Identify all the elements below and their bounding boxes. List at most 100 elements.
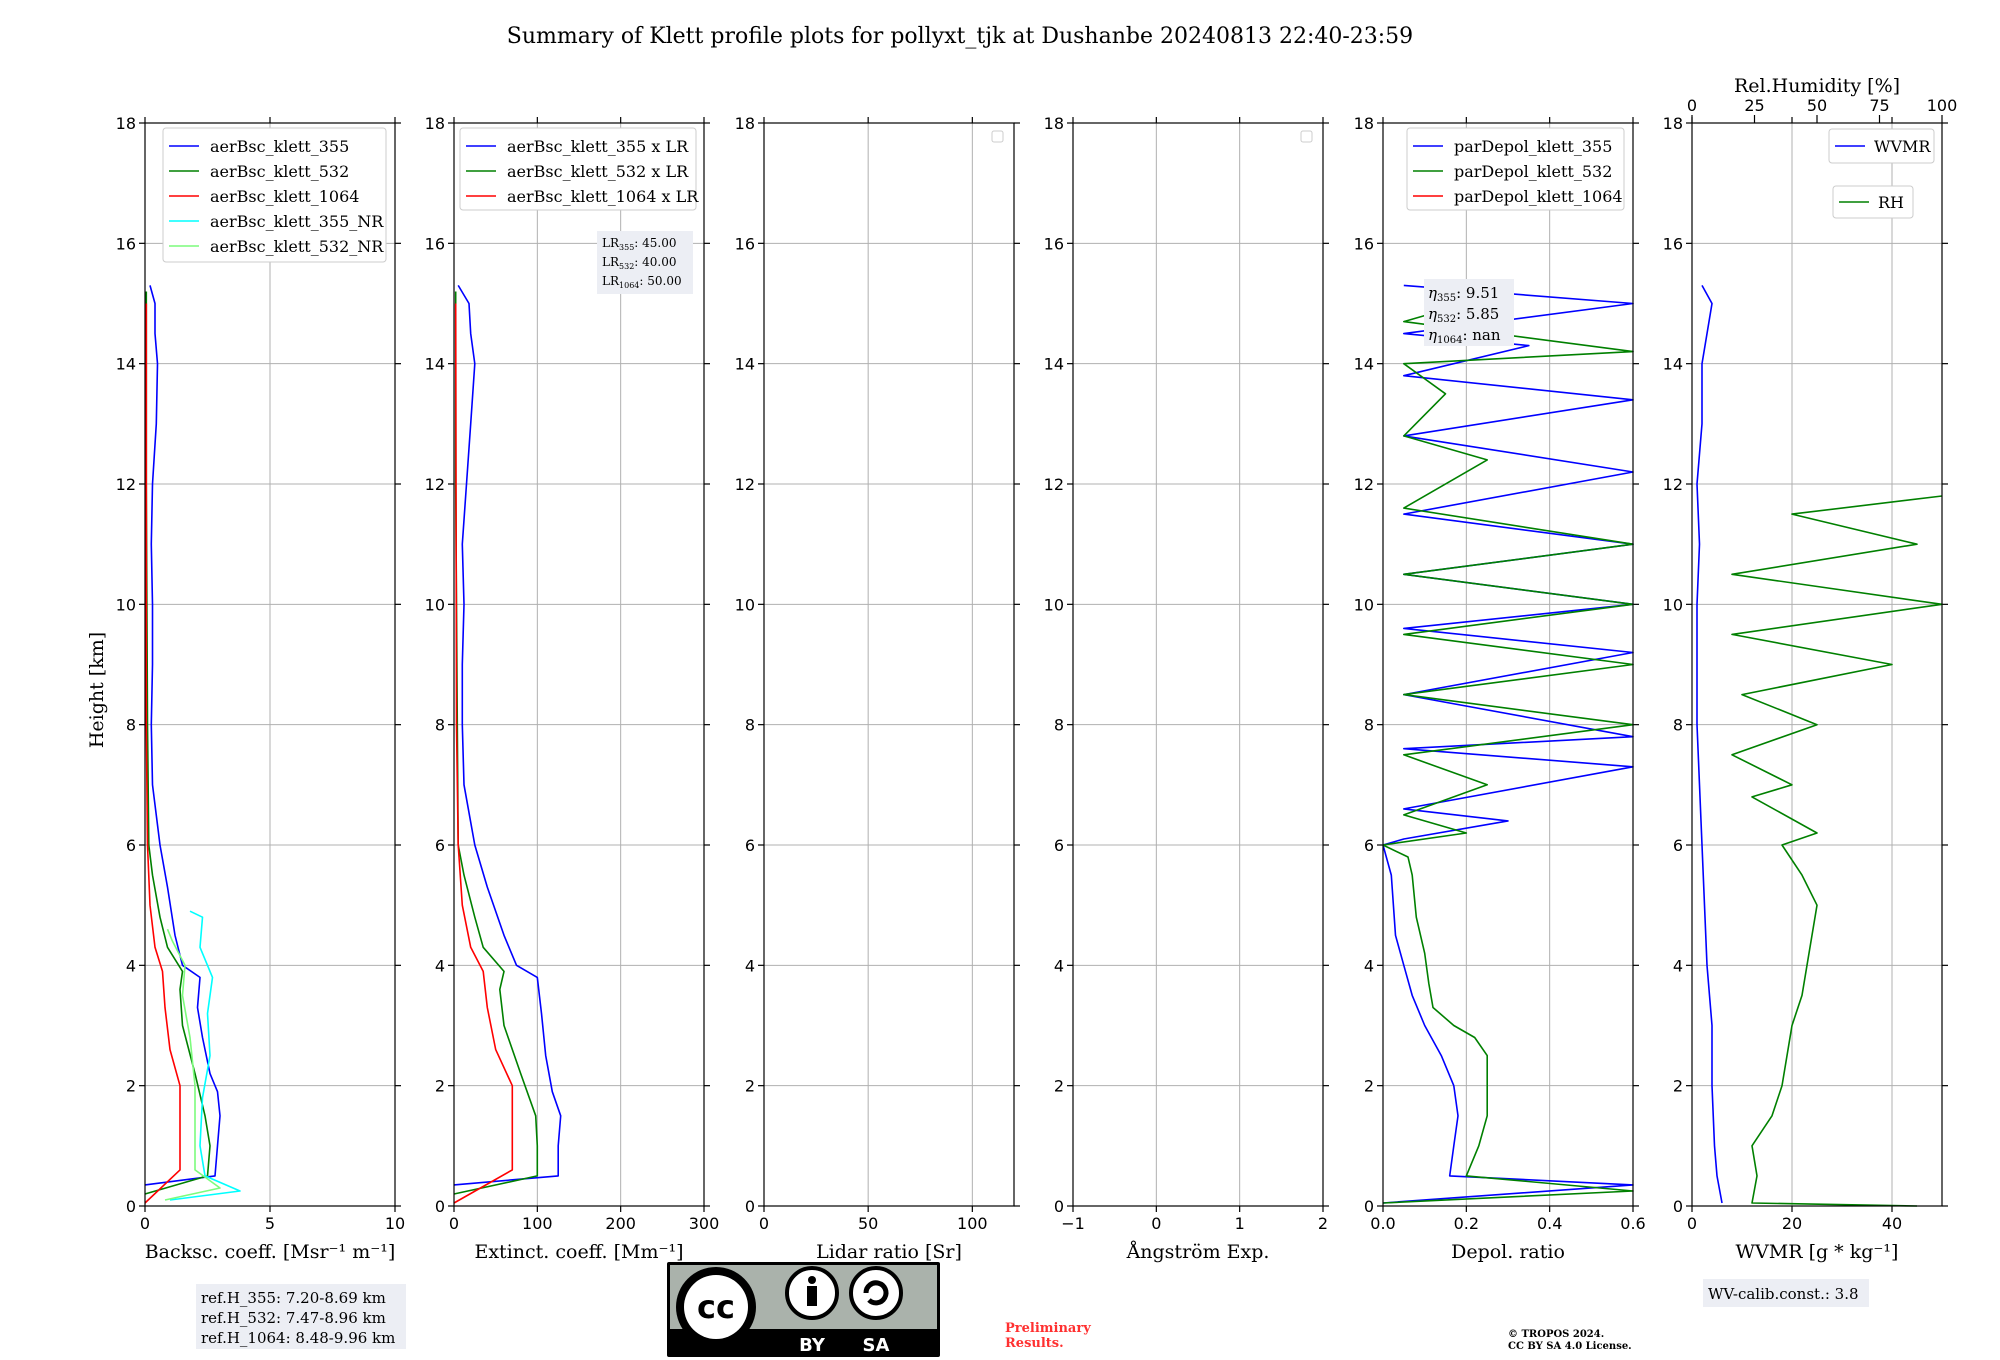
y-tick-label: 10 <box>116 595 136 614</box>
x-tick-label: 100 <box>957 1214 988 1233</box>
x2-tick-label: 50 <box>1807 96 1827 115</box>
empty-legend <box>991 130 1004 143</box>
sa-icon-arc <box>863 1280 889 1306</box>
y-tick-label: 16 <box>1663 234 1683 253</box>
y-tick-label: 10 <box>735 595 755 614</box>
legend-label: aerBsc_klett_355_NR <box>210 212 384 231</box>
legend-label: parDepol_klett_355 <box>1454 137 1612 156</box>
y-tick-label: 2 <box>745 1077 755 1096</box>
legend-label: aerBsc_klett_532 x LR <box>507 162 689 181</box>
sa-icon <box>849 1266 903 1320</box>
y-tick-label: 12 <box>1044 475 1064 494</box>
y-tick-label: 14 <box>425 355 445 374</box>
y-tick-label: 10 <box>1663 595 1683 614</box>
y-tick-label: 16 <box>116 234 136 253</box>
y-tick-label: 10 <box>1354 595 1374 614</box>
series-line-pardepol-klett-532 <box>1382 290 1634 1204</box>
panel-lidar-ratio: 0 2 4 6 8 10 12 14 16 18 0 50 100 Lidar ratio [Sr] <box>735 114 1020 1263</box>
legend-label: aerBsc_klett_355 <box>210 137 349 156</box>
figure-title: Summary of Klett profile plots for polly… <box>507 24 1413 49</box>
x-tick-label: 0.0 <box>1370 1214 1395 1233</box>
x2-tick-label: 25 <box>1744 96 1764 115</box>
y-tick-label: 6 <box>745 836 755 855</box>
y-tick-label: 6 <box>126 836 136 855</box>
y-tick-label: 4 <box>1364 956 1374 975</box>
series-line-wvmr <box>1696 285 1723 1204</box>
y-tick-label: 12 <box>735 475 755 494</box>
y-tick-label: 18 <box>1354 114 1374 133</box>
y-tick-label: 10 <box>1044 595 1064 614</box>
eta-1064-text: η1064: nan <box>1428 326 1501 346</box>
y-tick-label: 4 <box>1673 956 1683 975</box>
x-axis-label: Extinct. coeff. [Mm⁻¹] <box>474 1241 683 1263</box>
legend-extinction: aerBsc_klett_355 x LR aerBsc_klett_532 x … <box>459 127 699 211</box>
y-axis-label: Height [km] <box>86 632 108 748</box>
legend-label: aerBsc_klett_1064 x LR <box>507 187 699 206</box>
panel-extinction: 0 2 4 6 8 10 12 14 16 18 0 100 200 300 Extinct. coeff.… <box>425 114 720 1263</box>
legend-label: parDepol_klett_1064 <box>1454 187 1623 206</box>
tropos-line1: © TROPOS 2024. <box>1508 1329 1604 1340</box>
y-tick-label: 8 <box>1673 716 1683 735</box>
y-tick-label: 14 <box>735 355 755 374</box>
x2-tick-label: 75 <box>1869 96 1889 115</box>
y-tick-label: 18 <box>735 114 755 133</box>
lr-box <box>597 231 693 294</box>
y-tick-label: 12 <box>1354 475 1374 494</box>
y-tick-label: 16 <box>1044 234 1064 253</box>
y-tick-label: 16 <box>735 234 755 253</box>
y-tick-label: 8 <box>126 716 136 735</box>
panel-depol: 0 2 4 6 8 10 12 14 16 18 0.0 0.2 0.4 0.6 Depol. ratio p… <box>1354 114 1646 1263</box>
x-tick-label: 10 <box>385 1214 405 1233</box>
series-line-aerbsc-klett-1064-x-lr <box>453 303 514 1204</box>
series-line-aerbsc-klett-532-x-lr <box>453 291 539 1195</box>
by-icon-head <box>808 1276 816 1284</box>
sa-label: SA <box>863 1335 890 1356</box>
x-axis-label: Backsc. coeff. [Msr⁻¹ m⁻¹] <box>145 1241 396 1263</box>
legend-box <box>459 127 697 211</box>
y-tick-label: 8 <box>745 716 755 735</box>
tropos-line2: CC BY SA 4.0 License. <box>1508 1341 1632 1352</box>
legend-label: RH <box>1878 193 1904 212</box>
by-label: BY <box>799 1335 826 1356</box>
x-tick-label: −1 <box>1061 1214 1085 1233</box>
by-icon-body <box>807 1286 817 1306</box>
x-tick-label: 0 <box>759 1214 769 1233</box>
wv-calib-box <box>1703 1279 1869 1307</box>
legend-box <box>1406 127 1625 211</box>
legend-label: aerBsc_klett_1064 <box>210 187 359 206</box>
empty-legend <box>1300 130 1313 143</box>
x-tick-label: 0 <box>449 1214 459 1233</box>
legend-label: aerBsc_klett_532 <box>210 162 349 181</box>
axes-frame <box>763 122 1015 1207</box>
y-tick-label: 4 <box>745 956 755 975</box>
axes-frame <box>1691 122 1943 1207</box>
series-line-aerbsc-klett-355-nr <box>169 910 241 1201</box>
axes-frame <box>144 122 396 1207</box>
legend-label: WVMR <box>1874 137 1931 156</box>
legend-box <box>1828 128 1935 164</box>
ref-height-1064: ref.H_1064: 8.48-9.96 km <box>201 1329 395 1347</box>
axes-frame <box>1072 122 1324 1207</box>
x-tick-label: 40 <box>1882 1214 1902 1233</box>
y-tick-label: 2 <box>1673 1077 1683 1096</box>
y-tick-label: 8 <box>1054 716 1064 735</box>
x-tick-label: 20 <box>1782 1214 1802 1233</box>
y-tick-label: 18 <box>425 114 445 133</box>
legend-label: parDepol_klett_532 <box>1454 162 1612 181</box>
series-line-aerbsc-klett-532-nr <box>164 928 221 1201</box>
series-line-rh <box>1731 495 1943 1207</box>
x-tick-label: 0 <box>1151 1214 1161 1233</box>
x-axis-label: Ångström Exp. <box>1126 1241 1270 1263</box>
y-tick-label: 0 <box>1054 1197 1064 1216</box>
x-tick-label: 1 <box>1235 1214 1245 1233</box>
y-tick-label: 0 <box>1673 1197 1683 1216</box>
y-tick-label: 10 <box>425 595 445 614</box>
eta-box <box>1424 279 1514 346</box>
cc-logo-text: cc <box>697 1288 735 1326</box>
cc-circle-inner <box>684 1275 748 1339</box>
y-tick-label: 2 <box>1054 1077 1064 1096</box>
